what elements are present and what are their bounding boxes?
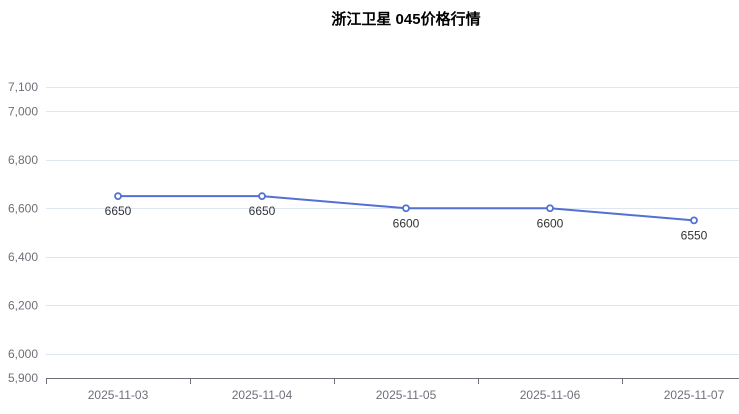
data-point[interactable]	[546, 204, 554, 213]
data-point-label: 6600	[537, 216, 564, 230]
data-point-label: 6650	[105, 204, 132, 218]
y-axis-tick-label: 6,800	[8, 153, 38, 167]
y-axis-tick-label: 6,400	[8, 250, 38, 264]
data-point-label: 6650	[249, 204, 276, 218]
y-axis-tick-label: 6,200	[8, 298, 38, 312]
data-point[interactable]	[402, 204, 410, 213]
x-axis-tick-label: 2025-11-06	[520, 388, 581, 402]
data-point[interactable]	[690, 216, 698, 225]
y-axis-tick-label: 7,000	[8, 104, 38, 118]
data-point[interactable]	[258, 192, 266, 201]
data-point-label: 6600	[393, 216, 420, 230]
x-axis-tick-label: 2025-11-05	[376, 388, 437, 402]
x-axis-tick-label: 2025-11-07	[664, 388, 725, 402]
x-axis-tick-label: 2025-11-04	[232, 388, 293, 402]
data-point-label: 6550	[681, 228, 708, 242]
data-point[interactable]	[114, 192, 122, 201]
chart-title: 浙江卫星 045价格行情	[331, 11, 481, 28]
x-axis-tick-label: 2025-11-03	[88, 388, 149, 402]
y-axis-tick-label: 7,100	[8, 80, 38, 94]
y-axis-tick-label: 6,600	[8, 201, 38, 215]
y-axis-tick-label: 6,000	[8, 347, 38, 361]
y-axis-tick-label: 5,900	[8, 371, 38, 385]
